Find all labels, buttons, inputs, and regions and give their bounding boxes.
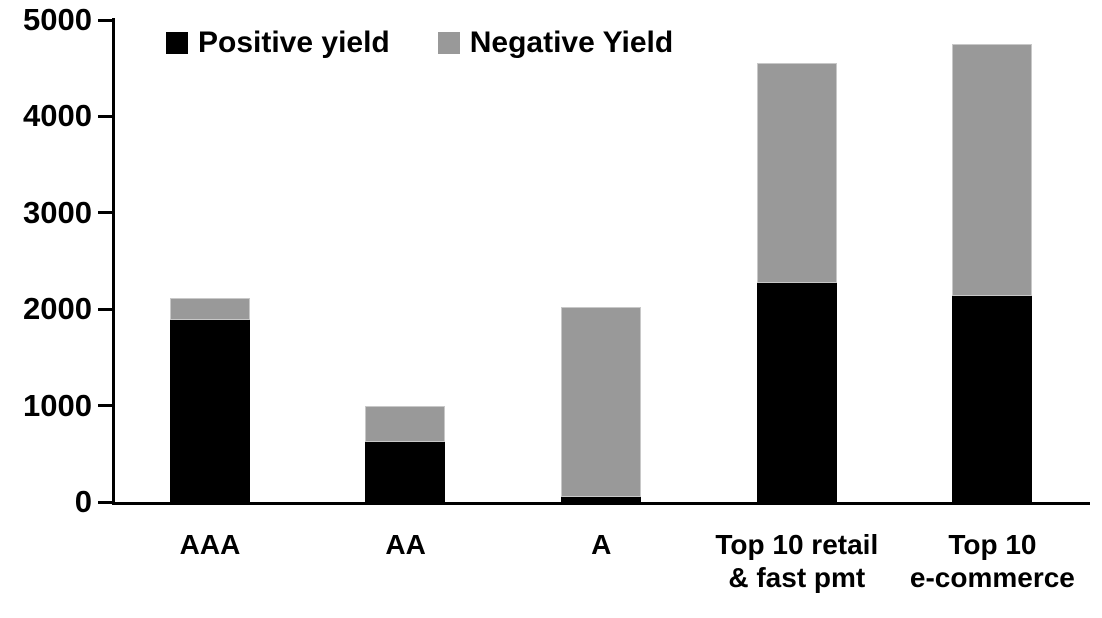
y-tick-label: 5000 [23, 2, 92, 37]
legend-item-negative-yield: Negative Yield [437, 26, 674, 60]
y-tick-label: 4000 [23, 98, 92, 134]
x-axis-label: Top 10 retail & fast pmt [715, 529, 879, 593]
bar-segment-negative-yield-aa [365, 405, 446, 443]
bar-segment-positive-yield-top-10 [952, 295, 1033, 502]
y-tick-label: 2000 [23, 291, 92, 327]
bar-segment-negative-yield-top-10 [952, 44, 1033, 296]
x-axis-label: AAA [179, 529, 241, 560]
bar-segment-positive-yield-aaa [169, 319, 250, 502]
y-axis-tick [98, 500, 112, 504]
bar-segment-positive-yield-a [561, 497, 641, 502]
y-axis-tick [98, 404, 112, 408]
y-tick-label: 0 [74, 484, 92, 519]
bar-segment-negative-yield-aaa [169, 297, 250, 320]
y-tick-label: 3000 [23, 194, 92, 230]
x-axis-label: A [591, 529, 612, 560]
y-axis-tick [98, 211, 112, 215]
bar-segment-positive-yield-aa [365, 442, 446, 502]
y-tick-label: 1000 [23, 387, 92, 423]
x-axis-line [112, 502, 1090, 505]
legend-label-negative-yield: Negative Yield [469, 26, 674, 59]
bar-segment-negative-yield-top-10-retail [756, 63, 837, 284]
bar-segment-positive-yield-top-10-retail [756, 283, 837, 502]
y-axis-tick [98, 18, 112, 22]
legend-item-positive-yield: Positive yield [166, 26, 390, 60]
legend-swatch-negative-yield-icon [437, 32, 460, 54]
y-axis-tick [98, 307, 112, 311]
y-axis-line [112, 18, 115, 505]
legend-swatch-positive-yield-icon [166, 32, 188, 54]
legend-label-positive-yield: Positive yield [198, 26, 390, 59]
legend: Positive yield Negative Yield [166, 26, 673, 60]
y-axis-tick [98, 114, 112, 118]
bar-segment-negative-yield-a [561, 307, 641, 498]
x-axis-label: Top 10 e-commerce [909, 529, 1075, 593]
x-axis-label: AA [385, 529, 426, 560]
